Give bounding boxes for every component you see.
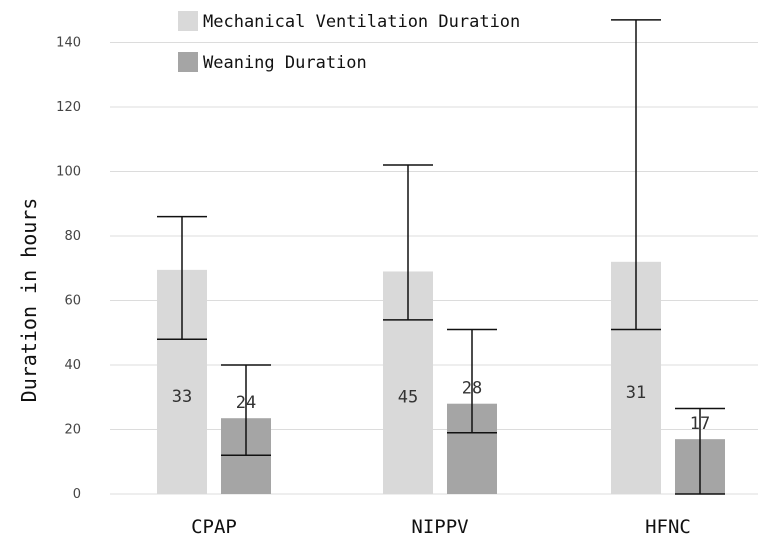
x-category-label: HFNC [645,516,691,538]
y-axis-label: Duration in hours [17,198,41,403]
x-axis-categories: CPAP NIPPV HFNC [191,516,691,538]
legend-label: Weaning Duration [203,53,367,73]
legend-swatch [178,11,198,31]
y-tick-label: 100 [56,165,81,180]
y-tick-label: 120 [56,100,81,115]
x-category-label: NIPPV [411,516,468,538]
y-tick-label: 20 [64,423,81,438]
data-label: 28 [462,379,482,399]
legend: Mechanical Ventilation Duration Weaning D… [178,11,520,73]
data-label: 45 [398,388,418,408]
y-tick-label: 80 [64,229,81,244]
legend-label: Mechanical Ventilation Duration [203,12,520,32]
y-axis-ticks: 0 20 40 60 80 100 120 140 [56,36,81,503]
y-tick-label: 60 [64,294,81,309]
bars [157,261,725,494]
data-label: 33 [172,387,192,407]
error-bars [157,19,725,495]
y-tick-label: 40 [64,358,81,373]
y-tick-label: 140 [56,36,81,51]
data-labels: 33 45 31 24 28 17 [172,379,710,434]
data-label: 31 [626,383,646,403]
legend-swatch [178,52,198,72]
data-label: 17 [690,414,710,434]
gridlines [110,42,758,495]
data-label: 24 [236,393,256,413]
y-tick-label: 0 [73,487,81,502]
x-category-label: CPAP [191,516,237,538]
